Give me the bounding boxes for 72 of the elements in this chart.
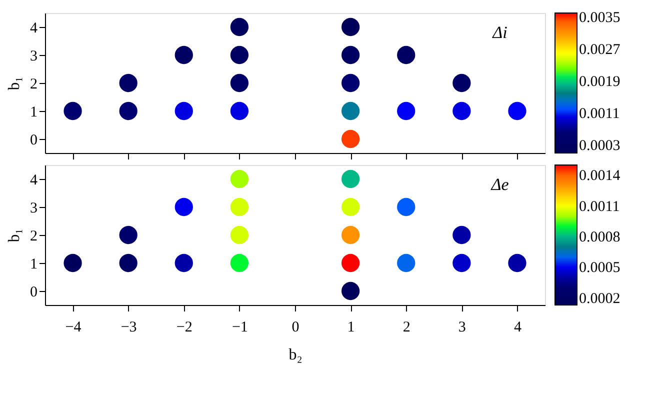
point <box>64 254 82 272</box>
color-bar-label: 0.0005 <box>579 260 620 276</box>
x-tick-label: −3 <box>120 320 137 336</box>
point <box>341 46 360 64</box>
x-tick-label: 3 <box>458 320 466 336</box>
annotation: Δi <box>492 23 508 42</box>
x-tick-label: −1 <box>232 320 248 336</box>
point <box>397 198 416 216</box>
y-tick-label: 2 <box>30 228 38 244</box>
point <box>230 74 249 92</box>
point <box>341 102 360 120</box>
color-bar-label: 0.0003 <box>579 138 620 154</box>
point <box>397 46 416 64</box>
color-bar-label: 0.0035 <box>579 10 620 26</box>
y-tick-label: 0 <box>30 132 38 148</box>
y-tick-label: 1 <box>30 104 38 120</box>
color-bar-label: 0.0019 <box>579 74 620 90</box>
color-bar-label: 0.0011 <box>579 198 620 215</box>
x-tick-label: −2 <box>176 320 192 336</box>
y-tick-label: 4 <box>30 172 38 188</box>
point <box>452 102 471 120</box>
color-bar-label: 0.0002 <box>579 290 620 307</box>
point <box>341 18 360 36</box>
y-tick-label: 0 <box>30 284 38 300</box>
point <box>341 226 360 244</box>
point <box>174 102 193 120</box>
color-bar-label: 0.0027 <box>579 42 621 58</box>
x-tick-label: 1 <box>347 320 355 336</box>
point <box>174 46 193 64</box>
point <box>397 102 416 120</box>
y-tick-label: 3 <box>30 200 38 216</box>
point <box>341 74 360 92</box>
point <box>64 102 82 120</box>
point <box>230 18 249 36</box>
point <box>230 254 249 272</box>
x-tick-label: 2 <box>402 320 410 336</box>
color-bar-label: 0.0011 <box>579 106 620 122</box>
y-axis-title: b₁ <box>6 228 23 242</box>
y-tick-label: 3 <box>30 48 38 64</box>
point <box>452 74 471 92</box>
x-tick-label: 4 <box>514 320 522 336</box>
point <box>341 198 360 216</box>
x-tick-label: −4 <box>65 320 82 336</box>
point <box>341 130 360 148</box>
point <box>119 226 138 244</box>
point <box>230 226 249 244</box>
color-bar-label: 0.0008 <box>579 230 620 246</box>
y-tick-label: 2 <box>30 76 38 92</box>
point <box>119 102 138 120</box>
point <box>397 254 416 272</box>
point <box>119 254 138 272</box>
annotation: Δe <box>490 175 510 194</box>
point <box>230 46 249 64</box>
point <box>452 254 471 272</box>
y-tick-label: 1 <box>30 256 38 272</box>
x-tick-label: 0 <box>292 320 300 336</box>
point <box>230 198 249 216</box>
y-tick-label: 4 <box>30 20 38 36</box>
point <box>341 170 360 188</box>
point <box>341 282 360 300</box>
y-axis-title: b₁ <box>6 76 23 90</box>
point <box>341 254 360 272</box>
point <box>174 198 193 216</box>
x-axis-title: b₂ <box>288 346 302 364</box>
point <box>230 102 249 120</box>
point <box>230 170 249 188</box>
point <box>452 226 471 244</box>
point <box>174 254 193 272</box>
point <box>119 74 138 92</box>
point <box>508 254 526 272</box>
color-bar-label: 0.0014 <box>579 168 621 184</box>
point <box>508 102 526 120</box>
